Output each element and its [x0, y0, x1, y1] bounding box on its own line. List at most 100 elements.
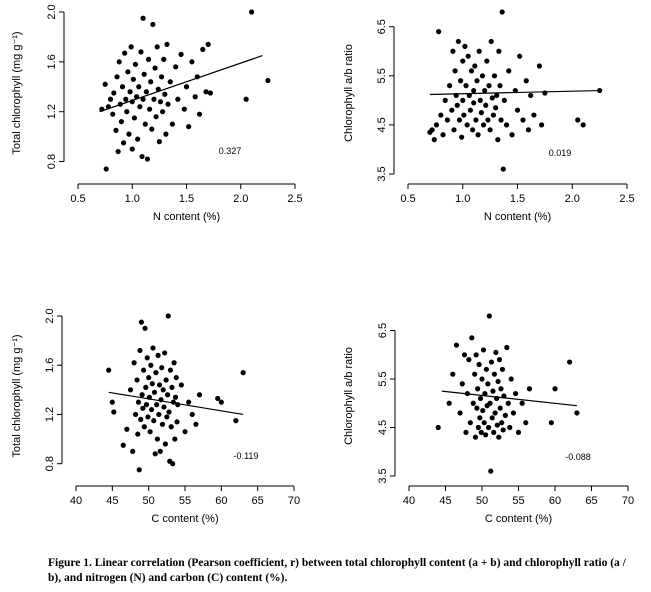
data-point [151, 418, 157, 424]
data-point [473, 352, 479, 358]
data-point [499, 420, 505, 426]
data-point [457, 78, 464, 84]
data-point [476, 48, 482, 54]
data-point [507, 424, 513, 431]
data-point [491, 73, 498, 79]
data-point [496, 434, 502, 440]
data-point [482, 87, 488, 94]
x-axis-label: N content (%) [484, 211, 551, 223]
data-point [111, 90, 117, 96]
data-point [265, 77, 271, 84]
data-point [181, 106, 187, 112]
data-point [442, 97, 448, 103]
data-point [484, 58, 490, 64]
data-point [495, 137, 501, 143]
data-point [514, 107, 521, 113]
data-point [476, 361, 482, 368]
data-point [148, 406, 155, 413]
data-point [144, 156, 151, 162]
data-point [143, 384, 149, 390]
data-point [200, 46, 206, 52]
data-point [485, 381, 491, 387]
data-point [477, 395, 484, 402]
data-point [129, 146, 135, 152]
data-point [162, 91, 168, 97]
data-point [480, 122, 487, 128]
data-point [192, 94, 198, 100]
y-tick-label: 2.0 [44, 308, 56, 323]
data-point [167, 79, 173, 85]
data-point [523, 78, 529, 84]
data-point [103, 166, 109, 172]
data-point [160, 109, 166, 115]
data-point [519, 400, 525, 406]
data-point [131, 115, 138, 121]
data-point [157, 448, 163, 454]
data-point [173, 64, 179, 70]
data-point [172, 394, 179, 400]
data-point [138, 49, 144, 55]
data-point [114, 74, 120, 80]
trend-line [429, 89, 600, 96]
data-point [142, 121, 148, 127]
data-point [500, 427, 506, 433]
data-point [474, 405, 480, 411]
data-point [205, 41, 211, 48]
data-point [498, 117, 504, 123]
data-point [499, 366, 506, 372]
data-point [454, 102, 460, 108]
data-point [161, 404, 167, 410]
y-axis-label: Chlorophyll a/b ratio [343, 347, 355, 445]
trend-line [108, 391, 244, 416]
data-point [436, 29, 442, 35]
data-point [455, 38, 461, 45]
data-point [489, 415, 495, 421]
data-point [173, 374, 179, 381]
data-point [497, 83, 503, 89]
data-point [510, 410, 516, 416]
data-point [488, 38, 494, 45]
data-point [186, 399, 192, 405]
data-point [466, 357, 472, 363]
x-tick-label: 0.5 [70, 193, 85, 205]
data-point [149, 126, 155, 132]
data-point [475, 132, 481, 138]
data-point [130, 76, 136, 82]
data-point [136, 84, 142, 90]
x-axis-label: C content (%) [151, 513, 218, 525]
data-point [178, 382, 184, 388]
trend-line [99, 55, 263, 113]
chart-panel-br: 40 45 50 55 60 65 70 C content (%) 3.5 4.5 5.5 6.5 C… [343, 313, 634, 525]
data-point [491, 429, 497, 435]
data-point [154, 44, 160, 50]
data-point [486, 313, 492, 319]
data-point [152, 451, 158, 457]
data-point [153, 114, 159, 120]
data-point [536, 63, 543, 69]
data-point [433, 122, 440, 128]
data-point [186, 124, 192, 130]
data-point [472, 371, 478, 377]
data-point [509, 132, 515, 138]
data-point [495, 378, 501, 385]
data-point [178, 51, 184, 57]
data-point [113, 127, 119, 133]
data-point [240, 370, 246, 376]
data-point [538, 122, 545, 128]
data-point [500, 166, 506, 172]
data-point [471, 87, 477, 94]
data-point [472, 63, 478, 69]
data-point [140, 96, 146, 102]
data-point [182, 429, 188, 435]
data-point [472, 434, 479, 440]
data-point [196, 111, 203, 117]
data-point [471, 100, 477, 106]
data-point [161, 56, 167, 62]
data-point [450, 48, 456, 54]
data-point [143, 402, 150, 408]
r-value-label: 0.019 [549, 148, 572, 158]
data-point [494, 92, 500, 99]
x-tick-label: 1.5 [510, 193, 525, 205]
data-point [456, 117, 463, 123]
data-point [146, 374, 152, 381]
